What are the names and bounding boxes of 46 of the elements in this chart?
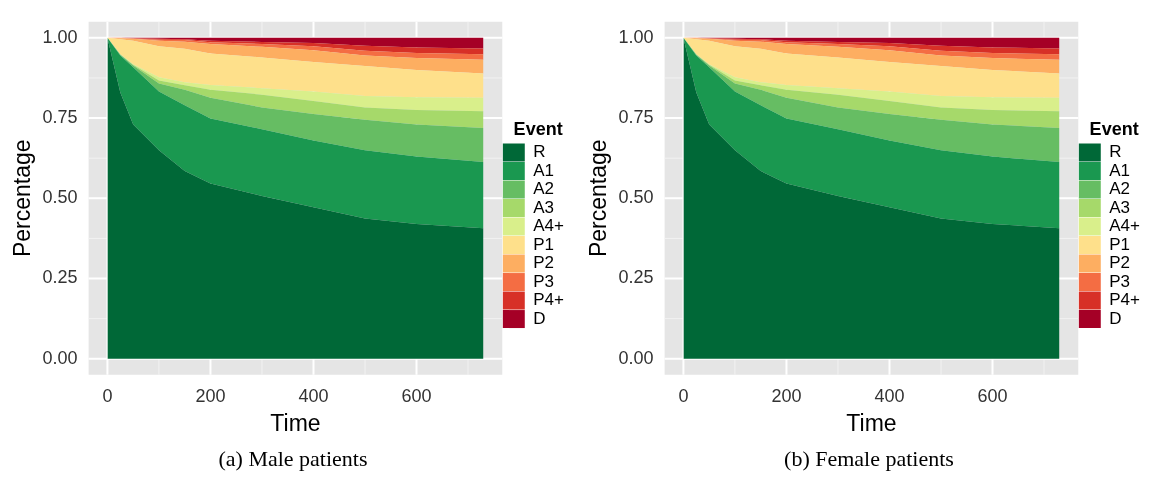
x-tick-label: 0 bbox=[678, 385, 689, 406]
text: (b) Female patients bbox=[783, 446, 955, 472]
legend-label: A1 bbox=[533, 160, 555, 180]
x-axis-title: Time bbox=[846, 409, 897, 436]
x-tick-label: 200 bbox=[195, 385, 226, 406]
legend-title: Event bbox=[1089, 119, 1139, 140]
y-tick-label: 0.50 bbox=[42, 187, 78, 208]
y-tick-label: 1.00 bbox=[618, 26, 654, 47]
legend-label: D bbox=[533, 308, 546, 328]
legend-label: P1 bbox=[533, 234, 555, 254]
legend-label: A3 bbox=[533, 197, 555, 217]
legend-label: A1 bbox=[1109, 160, 1131, 180]
x-tick-label: 0 bbox=[102, 385, 113, 406]
x-tick-label: 200 bbox=[771, 385, 802, 406]
y-tick-label: 0.00 bbox=[42, 347, 78, 368]
legend-label: P2 bbox=[533, 253, 555, 273]
y-tick-label: 0.25 bbox=[618, 267, 654, 288]
legend-label: A4+ bbox=[1109, 216, 1141, 236]
legend-label: A2 bbox=[533, 179, 555, 199]
y-tick-label: 0.00 bbox=[618, 347, 654, 368]
legend-label: P3 bbox=[1109, 271, 1131, 291]
legend-label: P1 bbox=[1109, 234, 1131, 254]
legend-label: P2 bbox=[1109, 253, 1131, 273]
y-axis-title: Percentage bbox=[585, 139, 612, 258]
legend-label: R bbox=[533, 142, 546, 162]
x-axis-title: Time bbox=[270, 409, 321, 436]
x-tick-label: 400 bbox=[874, 385, 905, 406]
x-tick-label: 600 bbox=[401, 385, 432, 406]
legend-label: P4+ bbox=[533, 290, 565, 310]
legend-label: P3 bbox=[533, 271, 555, 291]
text: (a) Male patients bbox=[217, 446, 369, 472]
legend-title: Event bbox=[513, 119, 563, 140]
y-tick-label: 1.00 bbox=[42, 26, 78, 47]
legend-label: D bbox=[1109, 308, 1122, 328]
legend-label: A2 bbox=[1109, 179, 1131, 199]
y-tick-label: 0.50 bbox=[618, 187, 654, 208]
legend-label: A4+ bbox=[533, 216, 565, 236]
y-axis-title: Percentage bbox=[9, 139, 36, 258]
legend-label: R bbox=[1109, 142, 1122, 162]
x-tick-label: 600 bbox=[977, 385, 1008, 406]
legend-label: P4+ bbox=[1109, 290, 1141, 310]
y-tick-label: 0.75 bbox=[618, 107, 654, 128]
x-tick-label: 400 bbox=[298, 385, 329, 406]
y-tick-label: 0.25 bbox=[42, 267, 78, 288]
legend-label: A3 bbox=[1109, 197, 1131, 217]
y-tick-label: 0.75 bbox=[42, 107, 78, 128]
